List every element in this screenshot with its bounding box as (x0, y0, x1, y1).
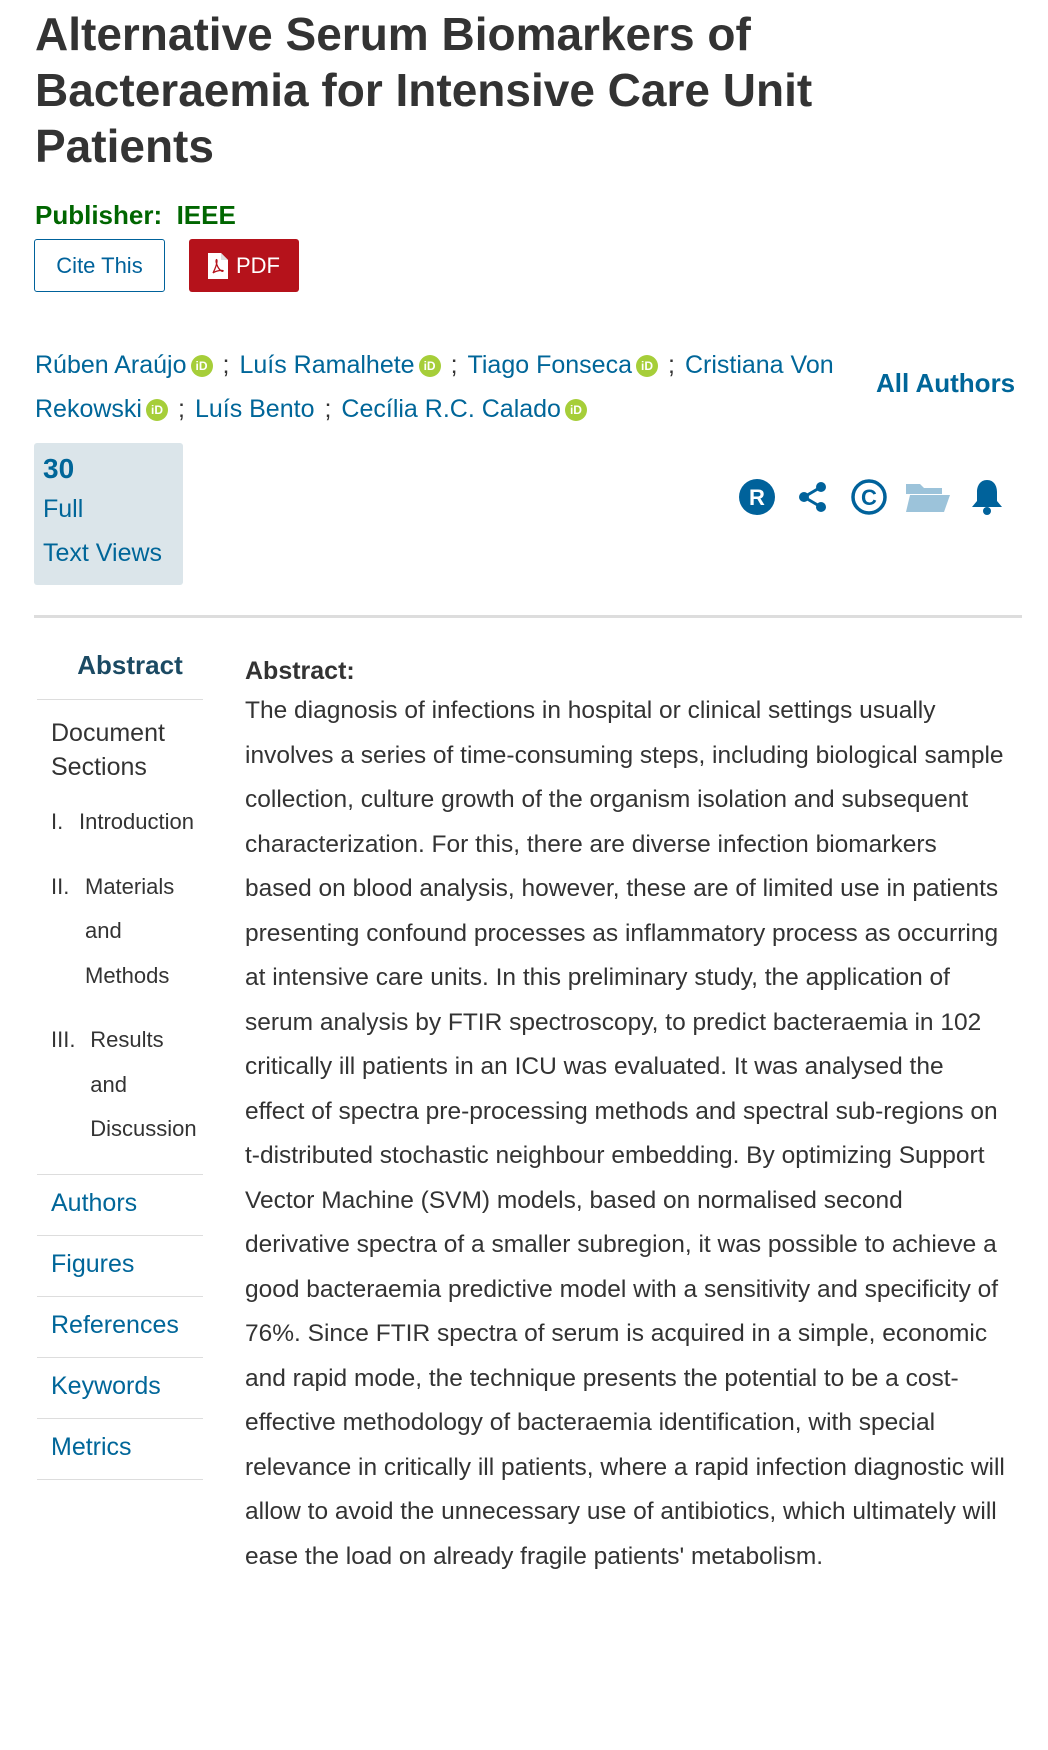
toc-num: I. (51, 809, 64, 834)
toc-item-materials[interactable]: II. Materials and Methods (37, 865, 203, 999)
sidebar: Abstract Document Sections I. Introductio… (37, 650, 203, 1480)
author-list: Rúben Araújo iD; Luís Ramalhete iD; Tiago Fo… (35, 343, 855, 431)
toc-item-introduction[interactable]: I. Introduction (37, 800, 203, 845)
toc-num: III. (51, 1027, 76, 1052)
toc-item-results[interactable]: III. Results and Discussion (37, 1018, 203, 1152)
abstract-heading: Abstract: (245, 657, 355, 685)
bell-icon[interactable] (966, 476, 1008, 518)
svg-text:C: C (861, 485, 877, 510)
toc-label: Materials and Methods (85, 873, 175, 988)
document-sections-label: Document Sections (51, 719, 165, 781)
page-title: Alternative Serum Biomarkers of Bacterae… (35, 8, 813, 172)
sidebar-abstract-heading[interactable]: Abstract (37, 650, 203, 700)
full-text-views-metric[interactable]: 30 Full Text Views (34, 443, 183, 585)
orcid-icon[interactable]: iD (145, 399, 168, 421)
sidebar-link-references[interactable]: References (37, 1295, 203, 1357)
r-icon[interactable]: R (736, 476, 778, 518)
author-separator: ; (450, 351, 458, 379)
author-link[interactable]: Cristiana Von Rekowski (35, 351, 834, 423)
author-link[interactable]: Luís Ramalhete (239, 351, 415, 379)
author-link[interactable]: Rúben Araújo (35, 351, 187, 379)
folder-icon[interactable] (904, 476, 952, 518)
author-separator: ; (667, 351, 675, 379)
pdf-label: PDF (236, 252, 280, 278)
section-divider (34, 615, 1022, 618)
cite-this-button[interactable]: Cite This (34, 239, 165, 292)
sidebar-link-authors[interactable]: Authors (37, 1173, 203, 1235)
orcid-icon[interactable]: iD (564, 399, 587, 421)
abstract-text: The diagnosis of infections in hospital … (245, 697, 1005, 1570)
author-separator: ; (177, 395, 185, 423)
all-authors-link[interactable]: All Authors (876, 368, 1016, 398)
author-link[interactable]: Tiago Fonseca (467, 351, 632, 379)
orcid-icon[interactable]: iD (190, 355, 213, 377)
svg-text:R: R (749, 485, 765, 510)
share-icon[interactable] (792, 476, 834, 518)
cite-label: Cite This (56, 252, 143, 278)
views-count: 30 (43, 453, 75, 484)
orcid-icon[interactable]: iD (418, 355, 441, 377)
abstract-section: Abstract: The diagnosis of infections in… (245, 655, 1005, 1579)
sidebar-link-figures[interactable]: Figures (37, 1234, 203, 1296)
views-label-2: Text Views (43, 539, 163, 567)
sidebar-link-keywords[interactable]: Keywords (37, 1356, 203, 1418)
author-separator: ; (324, 395, 332, 423)
pdf-button[interactable]: PDF (189, 239, 299, 292)
sidebar-link-metrics[interactable]: Metrics (37, 1417, 203, 1480)
views-label-1: Full (43, 495, 84, 523)
author-separator: ; (222, 351, 230, 379)
copyright-icon[interactable]: C (848, 476, 890, 518)
toc-label: Results and Discussion (90, 1027, 197, 1141)
toc-label: Introduction (79, 809, 194, 834)
author-link[interactable]: Cecília R.C. Calado (341, 395, 561, 423)
orcid-icon[interactable]: iD (635, 355, 658, 377)
author-link[interactable]: Luís Bento (194, 395, 315, 423)
action-icons: R C (736, 476, 1008, 518)
toc-num: II. (51, 873, 70, 899)
publisher: Publisher: IEEE (35, 200, 236, 230)
pdf-file-icon (208, 252, 228, 279)
